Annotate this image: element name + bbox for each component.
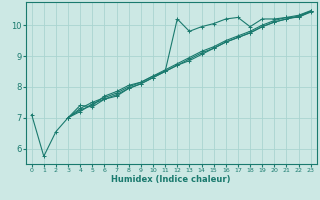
X-axis label: Humidex (Indice chaleur): Humidex (Indice chaleur) bbox=[111, 175, 231, 184]
